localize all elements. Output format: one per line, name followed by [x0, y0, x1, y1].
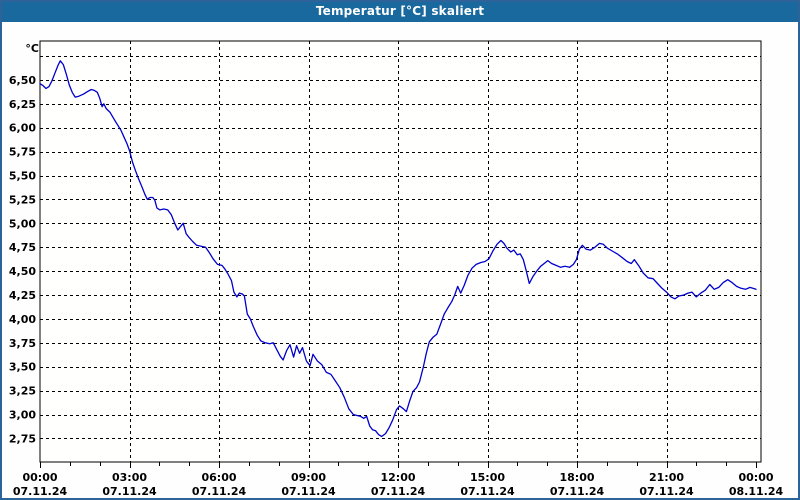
- y-tick-label: 4,00: [9, 313, 36, 326]
- x-tick-time-label: 06:00: [201, 471, 236, 484]
- y-tick-label: 6,25: [9, 98, 36, 111]
- x-tick-time-label: 21:00: [649, 471, 684, 484]
- vertical-gridlines: [130, 41, 668, 462]
- temperature-line: [39, 60, 757, 438]
- x-axis-ticks: [40, 462, 757, 468]
- y-tick-label: 5,75: [9, 146, 36, 159]
- horizontal-gridlines: [40, 56, 761, 439]
- y-tick-label: 4,50: [9, 265, 36, 278]
- x-tick-time-label: 03:00: [112, 471, 147, 484]
- x-tick-date-label: 07.11.24: [192, 485, 247, 498]
- window-titlebar[interactable]: Temperatur [°C] skaliert: [0, 0, 800, 22]
- y-tick-label: 4,75: [9, 241, 36, 254]
- x-tick-date-label: 07.11.24: [13, 485, 68, 498]
- y-axis-labels: 6,50 6,25 6,00 5,75 5,50 5,25 5,00 4,75 4,50 4,25…: [9, 42, 39, 445]
- y-tick-label: 6,00: [9, 122, 36, 135]
- x-tick-time-label: 09:00: [291, 471, 326, 484]
- x-tick-time-label: 15:00: [470, 471, 505, 484]
- x-tick-date-label: 07.11.24: [550, 485, 605, 498]
- x-tick-time-label: 00:00: [738, 471, 773, 484]
- window-title: Temperatur [°C] skaliert: [315, 4, 485, 18]
- x-tick-date-label: 07.11.24: [371, 485, 426, 498]
- x-tick-date-label: 07.11.24: [460, 485, 515, 498]
- x-axis-labels: 00:0007.11.2403:0007.11.2406:0007.11.240…: [13, 471, 784, 498]
- x-tick-date-label: 07.11.24: [102, 485, 157, 498]
- x-tick-time-label: 00:00: [22, 471, 57, 484]
- y-tick-label: 2,75: [9, 432, 36, 445]
- y-axis-unit-label: °C: [25, 42, 39, 55]
- y-tick-label: 3,50: [9, 361, 36, 374]
- y-tick-label: 3,00: [9, 409, 36, 422]
- x-tick-time-label: 18:00: [559, 471, 594, 484]
- plot-frame: [39, 40, 762, 463]
- y-tick-label: 5,00: [9, 217, 36, 230]
- x-tick-date-label: 08.11.24: [729, 485, 784, 498]
- x-tick-date-label: 07.11.24: [639, 485, 694, 498]
- y-tick-label: 6,50: [9, 74, 36, 87]
- y-tick-label: 5,50: [9, 170, 36, 183]
- y-tick-label: 3,75: [9, 337, 36, 350]
- y-tick-label: 5,25: [9, 193, 36, 206]
- y-tick-label: 4,25: [9, 289, 36, 302]
- y-tick-label: 3,25: [9, 385, 36, 398]
- x-tick-date-label: 07.11.24: [281, 485, 336, 498]
- x-tick-time-label: 12:00: [380, 471, 415, 484]
